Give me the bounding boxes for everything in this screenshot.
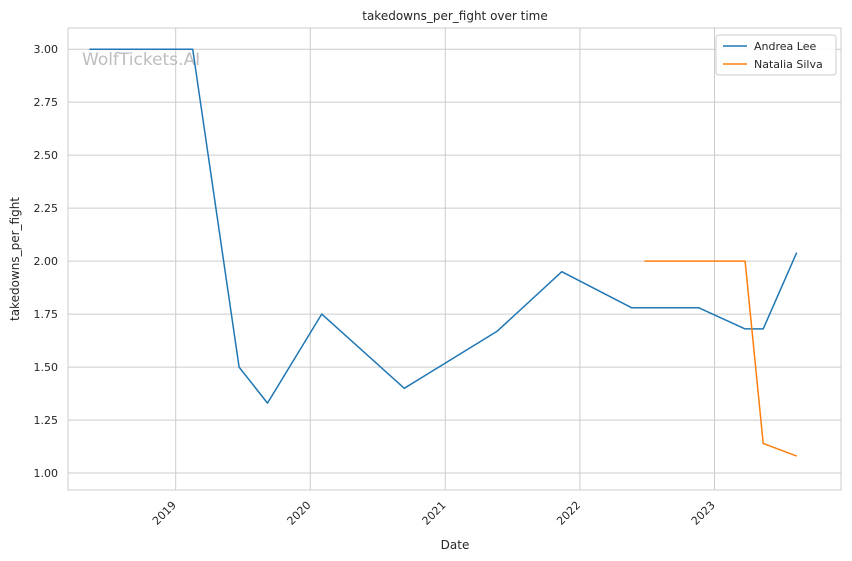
legend-label: Natalia Silva xyxy=(754,58,823,71)
grid xyxy=(68,28,841,490)
y-tick-label: 2.75 xyxy=(34,96,59,109)
y-tick-label: 3.00 xyxy=(34,43,59,56)
series-line-natalia-silva xyxy=(644,260,797,457)
y-tick-label: 1.25 xyxy=(34,414,59,427)
legend: Andrea Lee Natalia Silva xyxy=(715,34,837,76)
legend-box xyxy=(715,34,837,76)
chart-title: takedowns_per_fight over time xyxy=(362,9,548,23)
x-axis-label: Date xyxy=(441,538,470,552)
x-tick-label: 2019 xyxy=(150,499,179,528)
y-axis-label: takedowns_per_fight xyxy=(8,197,22,321)
plot-area xyxy=(67,27,842,491)
x-tick-label: 2022 xyxy=(554,499,583,528)
series-line-andrea-lee xyxy=(89,48,798,404)
y-tick-label: 2.50 xyxy=(34,149,59,162)
legend-label: Andrea Lee xyxy=(754,40,816,53)
watermark: WolfTickets.AI xyxy=(82,50,200,70)
y-tick-label: 1.50 xyxy=(34,361,59,374)
x-tick-label: 2023 xyxy=(689,499,718,528)
y-tick-label: 1.00 xyxy=(34,467,59,480)
series-layer xyxy=(89,48,798,457)
y-tick-label: 1.75 xyxy=(34,308,59,321)
y-axis: 1.00 1.25 1.50 1.75 2.00 2.25 2.50 2.75 3.00 xyxy=(34,43,59,480)
y-tick-label: 2.25 xyxy=(34,202,59,215)
y-tick-label: 2.00 xyxy=(34,255,59,268)
x-axis: 2019 2020 2021 2022 2023 xyxy=(150,499,718,528)
x-tick-label: 2021 xyxy=(420,499,449,528)
x-tick-label: 2020 xyxy=(285,499,314,528)
